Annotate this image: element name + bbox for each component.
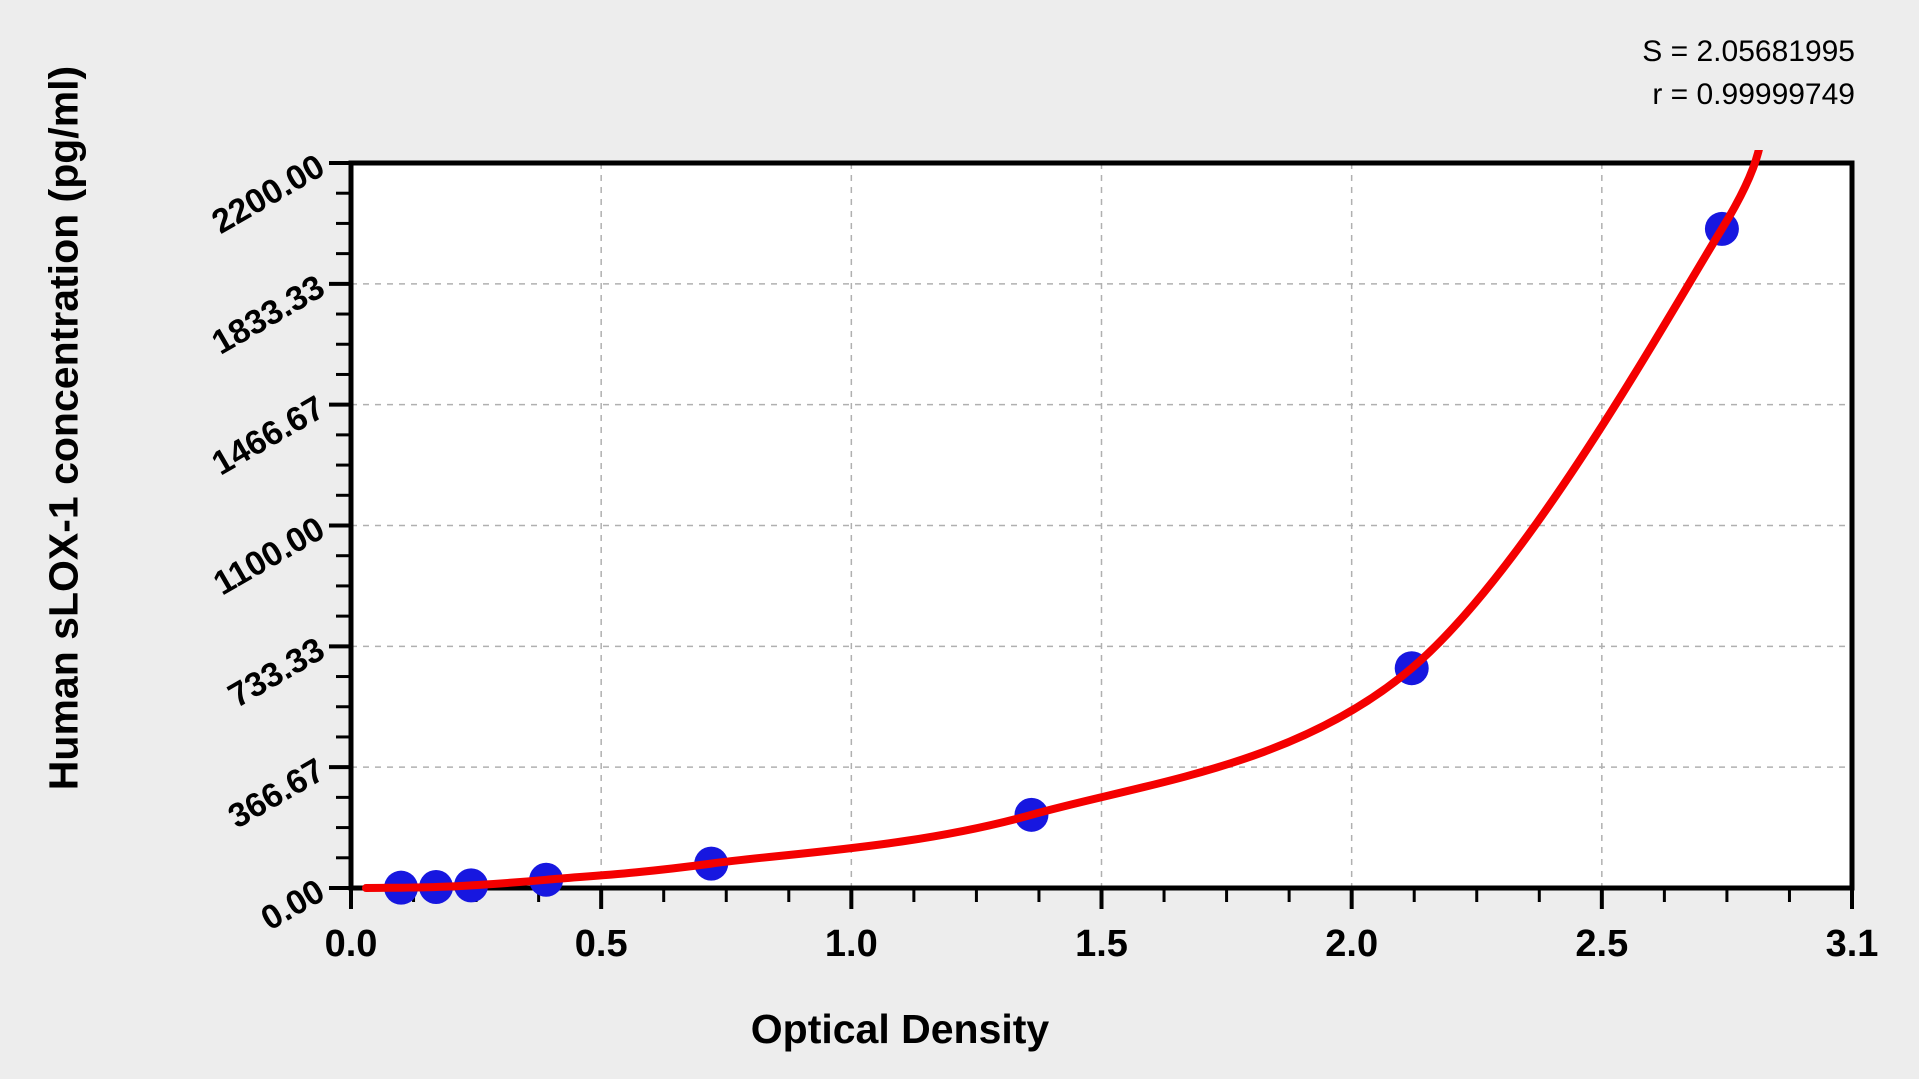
y-tick-label: 366.67 xyxy=(222,751,331,836)
x-axis-end-label: 3.1 xyxy=(1826,923,1879,965)
y-tick-label: 1100.00 xyxy=(207,510,331,603)
x-tick-label: 0.5 xyxy=(575,923,628,965)
y-tick-label: 1466.67 xyxy=(206,389,331,483)
x-axis-title: Optical Density xyxy=(750,1006,1050,1052)
y-tick-label: 733.33 xyxy=(222,630,331,715)
x-tick-label: 2.5 xyxy=(1575,923,1628,965)
r-value: r = 0.99999749 xyxy=(1652,78,1855,111)
y-tick-label: 0.00 xyxy=(255,872,331,938)
s-value: S = 2.05681995 xyxy=(1642,35,1855,68)
y-tick-label: 1833.33 xyxy=(206,268,331,362)
fitted-curve xyxy=(362,150,1763,892)
axis-ticks xyxy=(329,161,1854,909)
x-tick-label: 1.0 xyxy=(825,923,878,965)
plot-frame xyxy=(348,160,1855,891)
x-tick-label: 2.0 xyxy=(1325,923,1378,965)
fit-statistics: S = 2.05681995 r = 0.99999749 xyxy=(1642,30,1855,116)
x-tick-label: 1.5 xyxy=(1075,923,1128,965)
x-tick-label: 0.0 xyxy=(325,923,378,965)
gridlines xyxy=(351,163,1852,888)
y-tick-labels: 0.00 366.67 733.33 1100.00 1466.67 1833.33 220… xyxy=(206,147,331,938)
x-tick-labels: 0.0 0.5 1.0 1.5 2.0 2.5 3.1 xyxy=(325,923,1879,965)
y-tick-label: 2200.00 xyxy=(206,147,331,241)
